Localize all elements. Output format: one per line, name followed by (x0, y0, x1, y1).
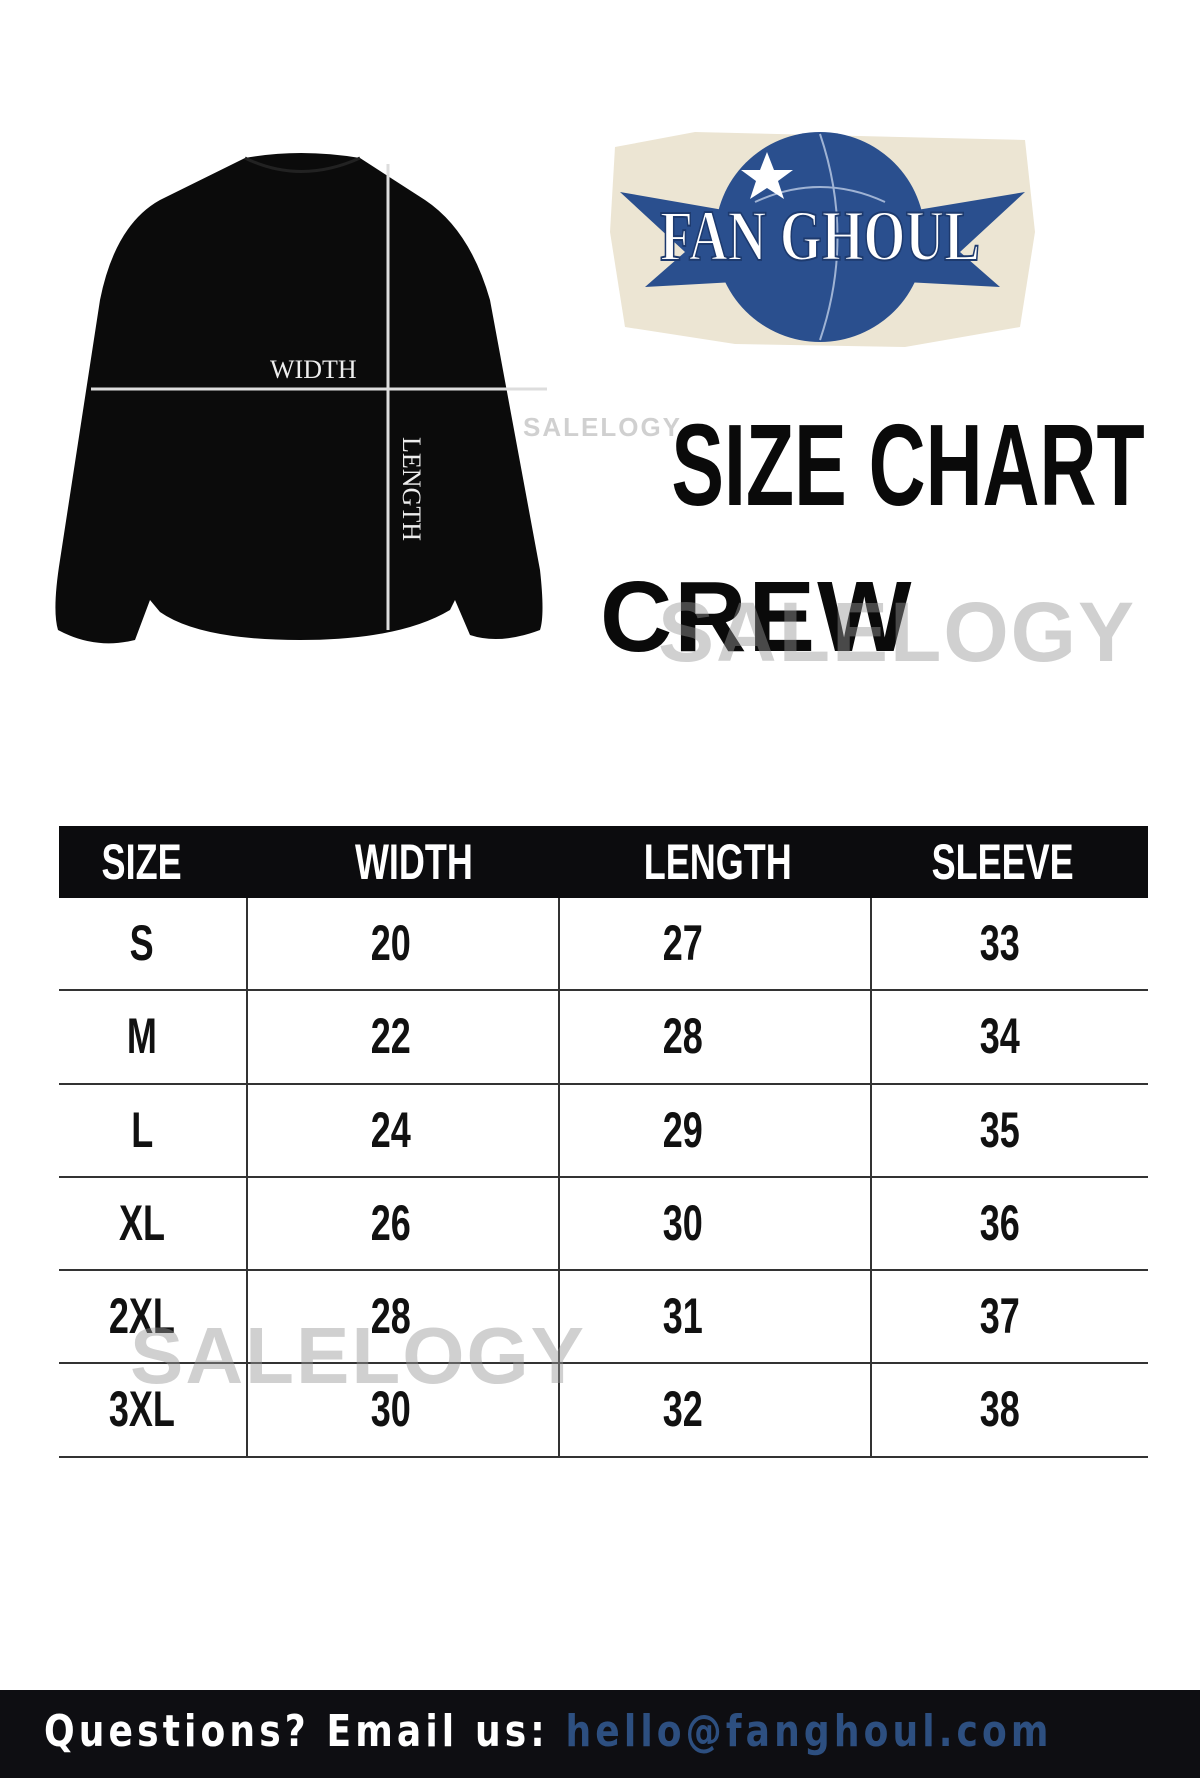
width-cell: 24 (370, 1101, 412, 1158)
width-cell: 26 (370, 1194, 412, 1251)
length-cell: 29 (662, 1101, 704, 1158)
watermark: SALELOGY (130, 1311, 587, 1400)
sleeve-cell: 34 (979, 1008, 1021, 1065)
table-body: S 20 27 33 M 22 28 34 L 24 29 35 XL 26 30 36 2XL 28 31 37 3X… (59, 898, 1148, 1458)
table-header: SIZE WIDTH LENGTH SLEEVE (59, 826, 1148, 898)
width-cell: 20 (370, 915, 412, 971)
header-length: LENGTH (643, 834, 792, 890)
sleeve-cell: 38 (979, 1381, 1021, 1438)
header-width: WIDTH (355, 834, 473, 890)
size-cell: 3XL (108, 1381, 176, 1438)
size-cell: XL (118, 1194, 166, 1251)
footer-text: Questions? Email us: hello@fanghoul.com (44, 1706, 1053, 1757)
size-table: SIZE WIDTH LENGTH SLEEVE S 20 27 33 M 22 28 34 L… (59, 826, 1148, 1458)
width-cell: 22 (370, 1008, 412, 1065)
size-cell: 2XL (108, 1288, 176, 1345)
table-row: 3XL 30 32 38 (59, 1364, 1148, 1458)
subtitle: CREW (600, 561, 914, 673)
star-icon (741, 152, 793, 199)
sleeve-cell: 33 (979, 915, 1021, 971)
footer-email-link[interactable]: hello@fanghoul.com (565, 1706, 1053, 1757)
sweatshirt-illustration: WIDTH LENGTH (55, 153, 547, 644)
length-cell: 27 (662, 915, 704, 971)
logo-text: FAN GHOUL (660, 196, 980, 276)
table-row: S 20 27 33 (59, 898, 1148, 992)
table-row: M 22 28 34 (59, 991, 1148, 1085)
size-cell: S (129, 915, 155, 971)
width-cell: 30 (370, 1381, 412, 1438)
sleeve-cell: 35 (979, 1101, 1021, 1158)
length-cell: 30 (662, 1194, 704, 1251)
header-sleeve: SLEEVE (931, 834, 1075, 890)
table-row: L 24 29 35 (59, 1085, 1148, 1178)
column-divider (558, 898, 560, 1458)
footer-bar: Questions? Email us: hello@fanghoul.com (0, 1690, 1200, 1778)
size-cell: M (127, 1008, 157, 1065)
width-cell: 28 (370, 1288, 412, 1345)
length-cell: 31 (662, 1288, 704, 1345)
column-divider (870, 898, 872, 1458)
header-size: SIZE (101, 834, 183, 890)
size-cell: L (130, 1101, 153, 1158)
watermark: SALELOGY (658, 585, 1137, 679)
page-title: SIZE CHART (560, 405, 1144, 525)
page-title-text: SIZE CHART (671, 400, 1145, 530)
footer-prompt: Questions? Email us: (44, 1706, 549, 1757)
width-label: WIDTH (270, 355, 357, 384)
fan-ghoul-logo: FAN GHOUL (610, 132, 1035, 347)
watermark: SALELOGY (523, 412, 683, 442)
sleeve-cell: 36 (979, 1194, 1021, 1251)
column-divider (246, 898, 248, 1458)
sleeve-cell: 37 (979, 1288, 1021, 1345)
length-label: LENGTH (397, 437, 426, 541)
length-cell: 28 (662, 1008, 704, 1065)
table-row: XL 26 30 36 (59, 1178, 1148, 1272)
length-cell: 32 (662, 1381, 704, 1438)
table-row: 2XL 28 31 37 (59, 1271, 1148, 1365)
